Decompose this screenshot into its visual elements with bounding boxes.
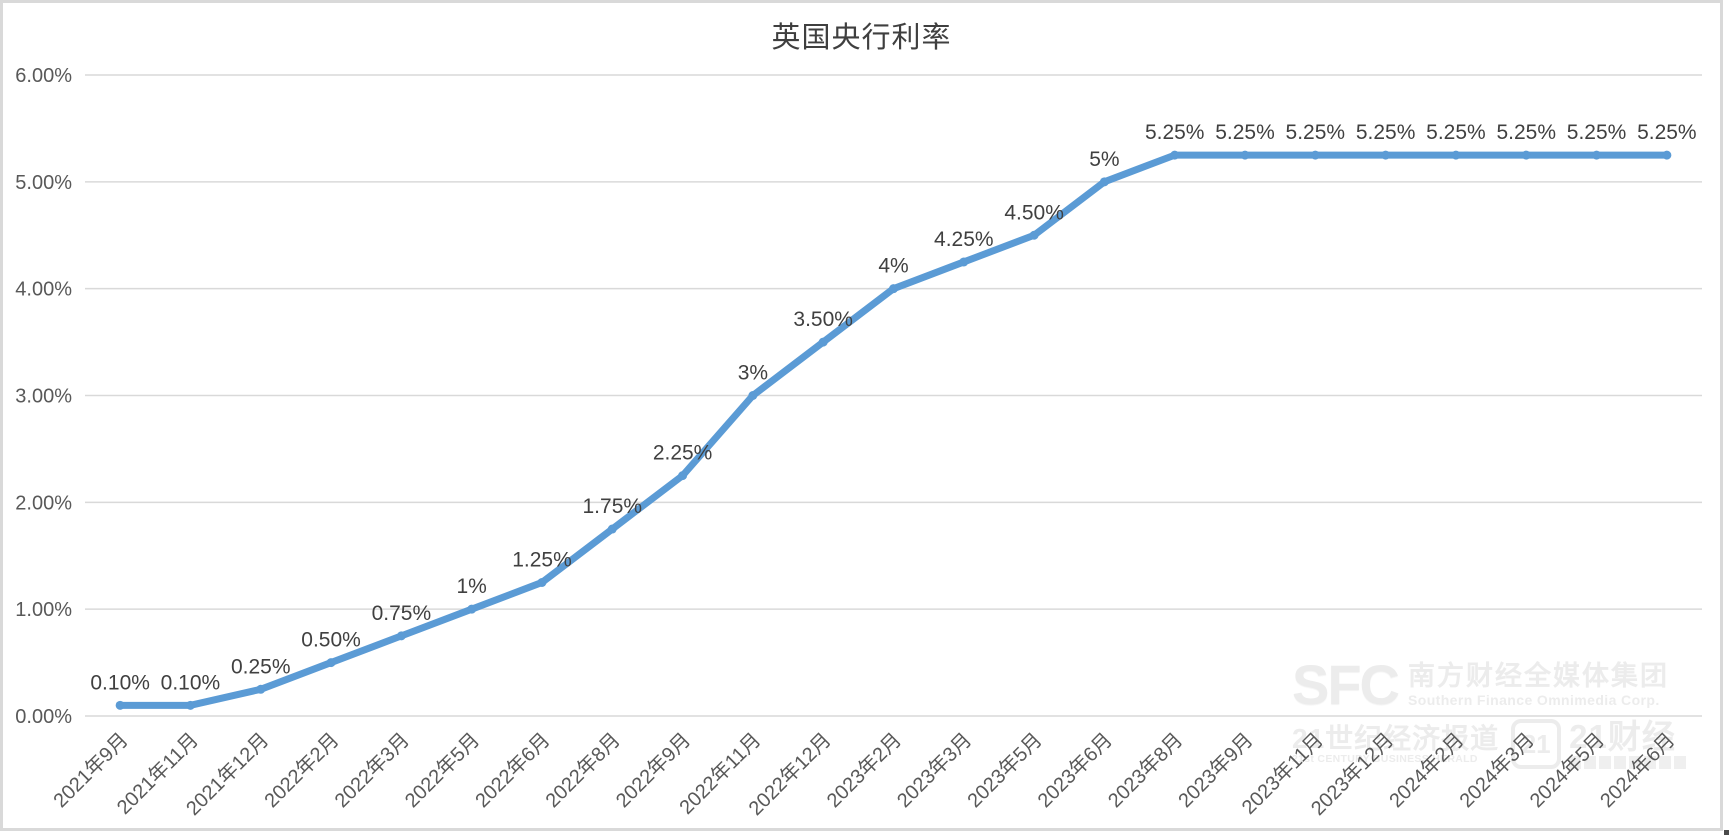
watermark-herald-cn: 21世纪经济报道 [1292, 722, 1500, 754]
watermark-org-en: Southern Finance Omnimedia Corp. [1408, 692, 1660, 709]
watermark-tagline-blocks-icon [1569, 755, 1687, 769]
watermark-org-cn: 南方财经全媒体集团 [1408, 661, 1669, 692]
sfc-logo: SFC [1292, 653, 1400, 716]
watermark-app: 21财经 [1569, 717, 1687, 769]
watermark-row-herald: 21世纪经济报道 21st CENTURY BUSINESS HERALD 21… [1292, 717, 1712, 770]
watermark-row-sfc: SFC 南方财经全媒体集团 Southern Finance Omnimedia… [1292, 653, 1712, 716]
watermark: SFC 南方财经全媒体集团 Southern Finance Omnimedia… [1292, 653, 1712, 770]
21-app-badge-icon: 21 [1511, 719, 1562, 770]
corner-dot [1724, 830, 1729, 835]
watermark-herald-en: 21st CENTURY BUSINESS HERALD [1292, 753, 1478, 766]
watermark-app-cn: 21财经 [1569, 717, 1676, 755]
chart-title: 英国央行利率 [771, 22, 952, 54]
watermark-org: 南方财经全媒体集团 Southern Finance Omnimedia Cor… [1408, 662, 1669, 708]
watermark-herald: 21世纪经济报道 21st CENTURY BUSINESS HERALD [1292, 722, 1500, 766]
